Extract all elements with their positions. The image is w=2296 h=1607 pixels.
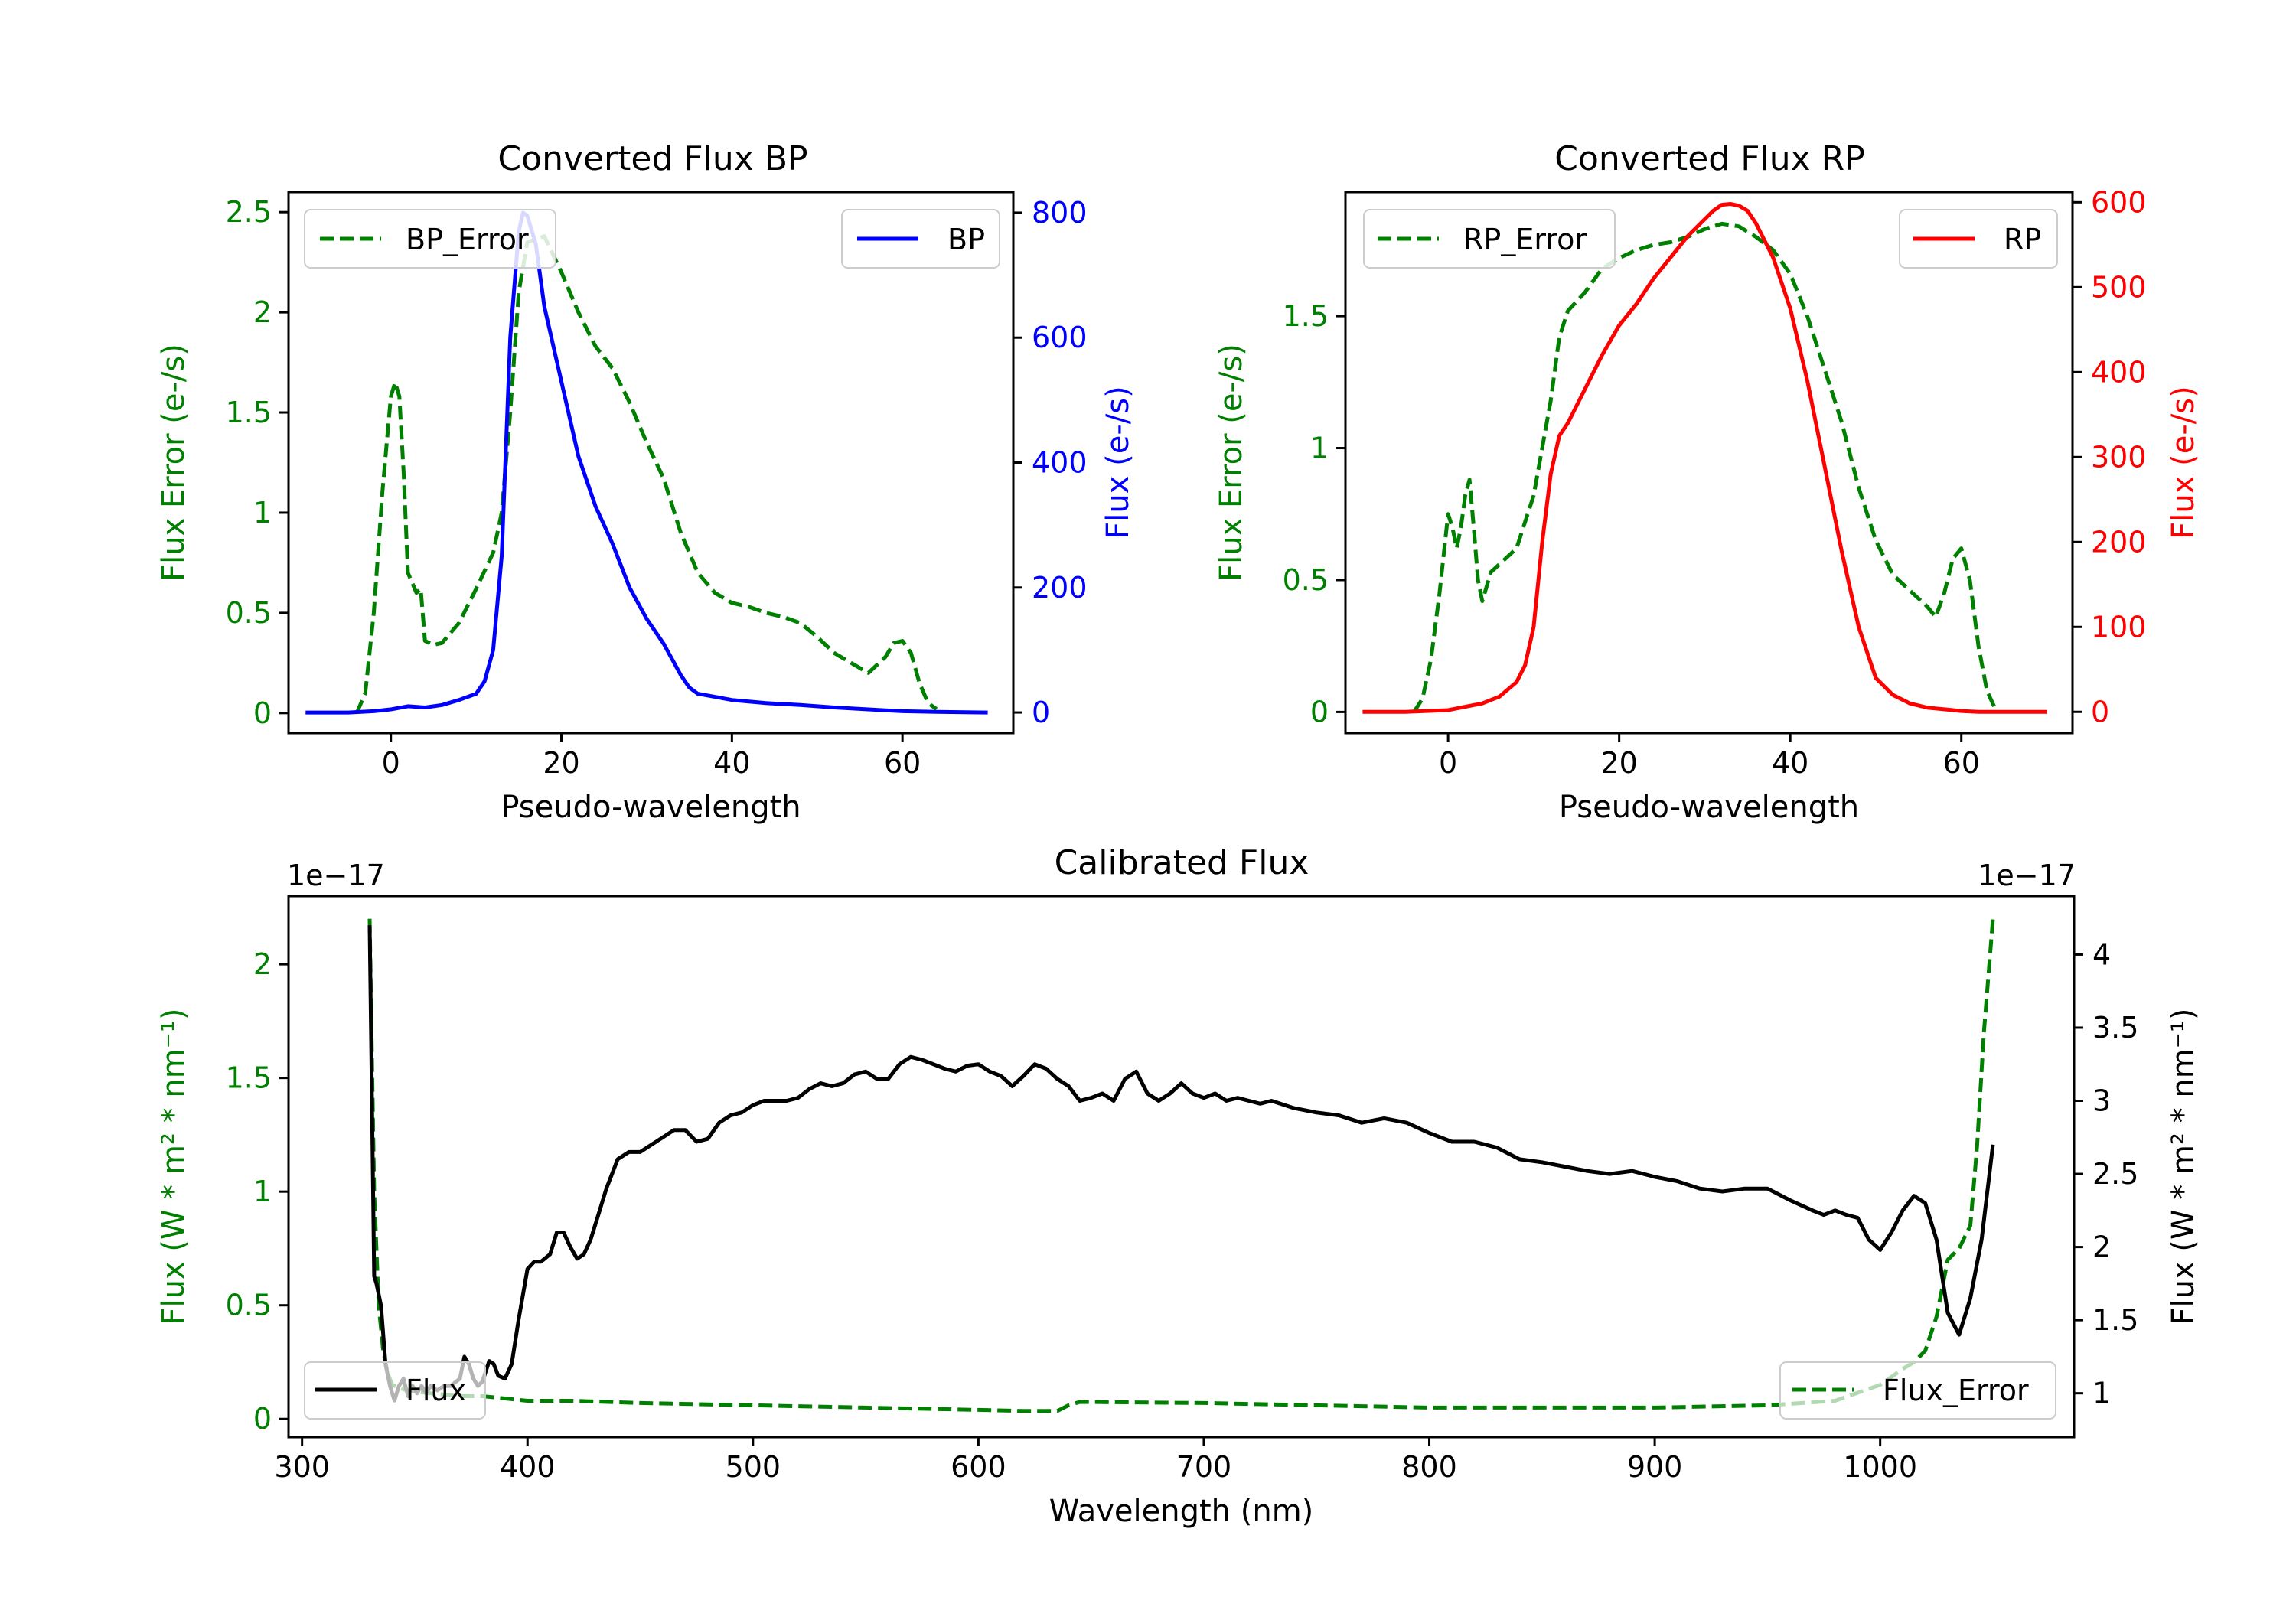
y-tick-label-left: 1.5: [226, 396, 272, 429]
axes-frame: [287, 895, 2076, 1439]
y-axis-label-right: Flux (W * m² * nm⁻¹): [2166, 1009, 2201, 1325]
legend-label-bp-error: BP_Error: [406, 223, 529, 256]
y-tick-label-left: 0: [253, 1402, 272, 1436]
legend-right: Flux_Error: [1779, 1361, 2056, 1420]
y-tick-label-left: 0: [1310, 695, 1329, 729]
legend-box: [1363, 209, 1616, 269]
legend-left: Flux: [304, 1361, 486, 1420]
y-tick-label-right: 2.5: [2092, 1157, 2138, 1191]
x-tick-label: 500: [726, 1450, 781, 1484]
y-tick-label-right: 200: [1032, 571, 1088, 605]
x-tick-label: 600: [951, 1450, 1006, 1484]
legend-right: RP: [1899, 209, 2058, 269]
plot-area: 0 20 40 6000.511.50100200300400500600Pseudo…: [1214, 185, 2201, 825]
axes-frame: [1344, 191, 2074, 735]
legend-label-rp-error: RP_Error: [1463, 223, 1587, 256]
x-tick-label: 700: [1176, 1450, 1232, 1484]
y-axis-label-left: Flux Error (e-/s): [1214, 344, 1249, 582]
panel-bp: Converted Flux BP 0 20 40 6000.511.522.5020…: [156, 139, 1136, 825]
x-tick-label: 300: [274, 1450, 330, 1484]
panel-title: Converted Flux RP: [1554, 139, 1865, 178]
legend-label-bp: BP: [947, 223, 985, 256]
y-tick-label-left: 0.5: [1283, 563, 1329, 597]
x-tick-label: 0: [1439, 746, 1457, 780]
y-tick-label-right: 400: [2091, 355, 2147, 389]
series-line-bp-error: [354, 234, 938, 714]
legend-label-rp: RP: [2004, 223, 2041, 256]
legend-box: [1779, 1361, 2056, 1420]
y-tick-label-right: 1.5: [2092, 1303, 2138, 1337]
y-tick-label-right: 200: [2091, 525, 2147, 559]
legend-left: BP_Error: [304, 209, 556, 269]
x-tick-label: 60: [884, 746, 921, 780]
series-line-rp: [1362, 202, 2047, 714]
y-tick-label-right: 300: [2091, 440, 2147, 474]
x-tick-label: 900: [1627, 1450, 1683, 1484]
y-axis-label-left: Flux (W * m² * nm⁻¹): [156, 1009, 191, 1325]
x-tick-label: 40: [1772, 746, 1808, 780]
y-tick-label-right: 500: [2091, 270, 2147, 304]
y-tick-label-left: 1.5: [226, 1061, 272, 1095]
x-tick-label: 20: [543, 746, 579, 780]
y-tick-label-left: 1.5: [1283, 299, 1329, 333]
y-tick-label-right: 400: [1032, 446, 1088, 480]
y-tick-label-left: 2: [253, 947, 272, 981]
panel-title: Converted Flux BP: [497, 139, 807, 178]
legend-right: BP: [841, 209, 1000, 269]
offset-label-left: 1e−17: [287, 859, 385, 892]
x-axis-label: Pseudo-wavelength: [1559, 790, 1859, 825]
panel-calibrated: Calibrated Flux 1e−17 1e−17 300 400 500 600…: [156, 843, 2201, 1529]
x-tick-label: 20: [1600, 746, 1637, 780]
y-tick-label-left: 2: [253, 295, 272, 329]
plot-area: 0 20 40 6000.511.522.50200400600800Pseudo-w…: [156, 191, 1136, 825]
y-tick-label-left: 1: [253, 496, 272, 530]
x-tick-label: 1000: [1843, 1450, 1917, 1484]
legend-label-flux-error: Flux_Error: [1883, 1374, 2029, 1407]
y-tick-label-left: 1: [253, 1175, 272, 1208]
x-tick-label: 0: [382, 746, 400, 780]
y-tick-label-right: 100: [2091, 610, 2147, 644]
panel-title: Calibrated Flux: [1055, 843, 1309, 882]
series-line-rp-error: [1412, 221, 1998, 713]
panel-rp: Converted Flux RP 0 20 40 6000.511.50100200…: [1214, 139, 2201, 825]
y-tick-label-left: 0.5: [226, 596, 272, 630]
x-tick-label: 60: [1943, 746, 1980, 780]
y-axis-label-right: Flux (e-/s): [2166, 386, 2201, 539]
y-tick-label-left: 0.5: [226, 1289, 272, 1322]
x-tick-label: 400: [500, 1450, 556, 1484]
y-tick-label-right: 4: [2092, 937, 2111, 971]
x-tick-label: 800: [1401, 1450, 1457, 1484]
legend-box: [841, 209, 1000, 269]
offset-label-right: 1e−17: [1978, 859, 2076, 892]
legend-label-flux: Flux: [406, 1374, 466, 1407]
y-tick-label-right: 800: [1032, 196, 1088, 230]
x-axis-label: Wavelength (nm): [1049, 1494, 1314, 1529]
legend-left: RP_Error: [1363, 209, 1616, 269]
legend-box: [304, 209, 556, 269]
y-tick-label-right: 1: [2092, 1377, 2111, 1410]
y-tick-label-right: 0: [2091, 695, 2109, 729]
x-tick-label: 40: [713, 746, 750, 780]
y-tick-label-right: 0: [1032, 696, 1050, 729]
x-axis-label: Pseudo-wavelength: [501, 790, 801, 825]
series-line-bp: [305, 210, 988, 715]
y-axis-label-right: Flux (e-/s): [1101, 386, 1136, 539]
legend-box: [1899, 209, 2058, 269]
y-tick-label-right: 3.5: [2092, 1011, 2138, 1045]
y-tick-label-left: 1: [1310, 432, 1329, 465]
y-axis-label-left: Flux Error (e-/s): [156, 344, 191, 582]
y-tick-label-right: 3: [2092, 1084, 2111, 1118]
y-tick-label-right: 600: [1032, 321, 1088, 354]
y-tick-label-left: 2.5: [226, 195, 272, 229]
y-tick-label-right: 2: [2092, 1231, 2111, 1264]
y-tick-label-right: 600: [2091, 185, 2147, 219]
legend-box: [304, 1361, 486, 1420]
y-tick-label-left: 0: [253, 696, 272, 730]
